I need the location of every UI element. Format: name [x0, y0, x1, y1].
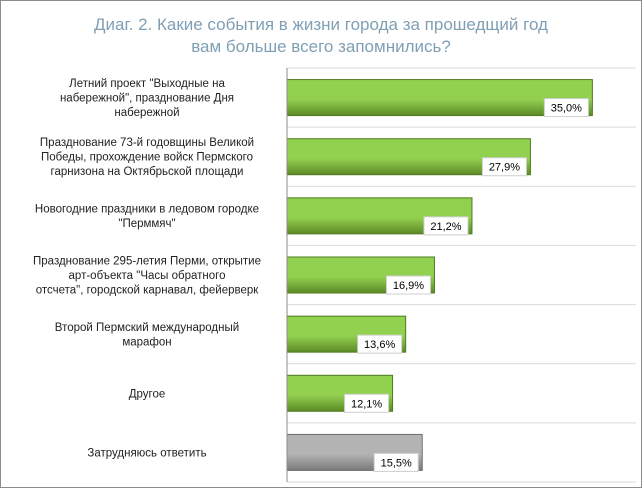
data-label-7: 15,5% [381, 457, 412, 469]
category-label-4: Празднование 295-летия Перми, открытие ар… [33, 256, 261, 297]
data-label-1: 35,0% [551, 103, 582, 115]
data-label-4: 16,9% [393, 280, 424, 292]
data-labels: 35,0% 27,9% 21,2% 16,9% 13,6% 12,1% 15,5% [344, 98, 589, 472]
data-label-box-5 [357, 334, 403, 354]
data-label-box-4 [385, 275, 431, 295]
data-label-6: 12,1% [351, 398, 382, 410]
category-label-7: Затрудняюсь ответить [87, 447, 206, 459]
gridlines [287, 67, 636, 483]
category-label-2: Празднование 73-й годовщины Великой Побед… [40, 137, 254, 178]
category-label-3: Новогодние праздники в ледовом городке "П… [35, 204, 259, 231]
bars [286, 79, 593, 471]
category-label-5: Второй Пермский международный марафон [55, 322, 239, 349]
chart-title-line-1: Диаг. 2. Какие события в жизни города за… [94, 15, 548, 34]
data-label-box-6 [344, 393, 390, 413]
data-label-box-3 [423, 216, 469, 236]
category-label-6: Другое [129, 388, 166, 400]
bar-1 [286, 79, 593, 117]
category-label-1: Летний проект "Выходные на набережной", п… [60, 78, 234, 119]
chart-title: Диаг. 2. Какие события в жизни города за… [0, 14, 642, 58]
data-label-5: 13,6% [364, 339, 395, 351]
data-label-box-7 [373, 452, 419, 472]
data-label-3: 21,2% [430, 221, 461, 233]
chart-title-line-2: вам больше всего запомнились? [191, 37, 451, 56]
data-label-box-1 [543, 98, 589, 118]
category-labels: Летний проект "Выходные на набережной", п… [33, 78, 261, 459]
data-label-2: 27,9% [489, 162, 520, 174]
data-label-box-2 [481, 157, 527, 177]
